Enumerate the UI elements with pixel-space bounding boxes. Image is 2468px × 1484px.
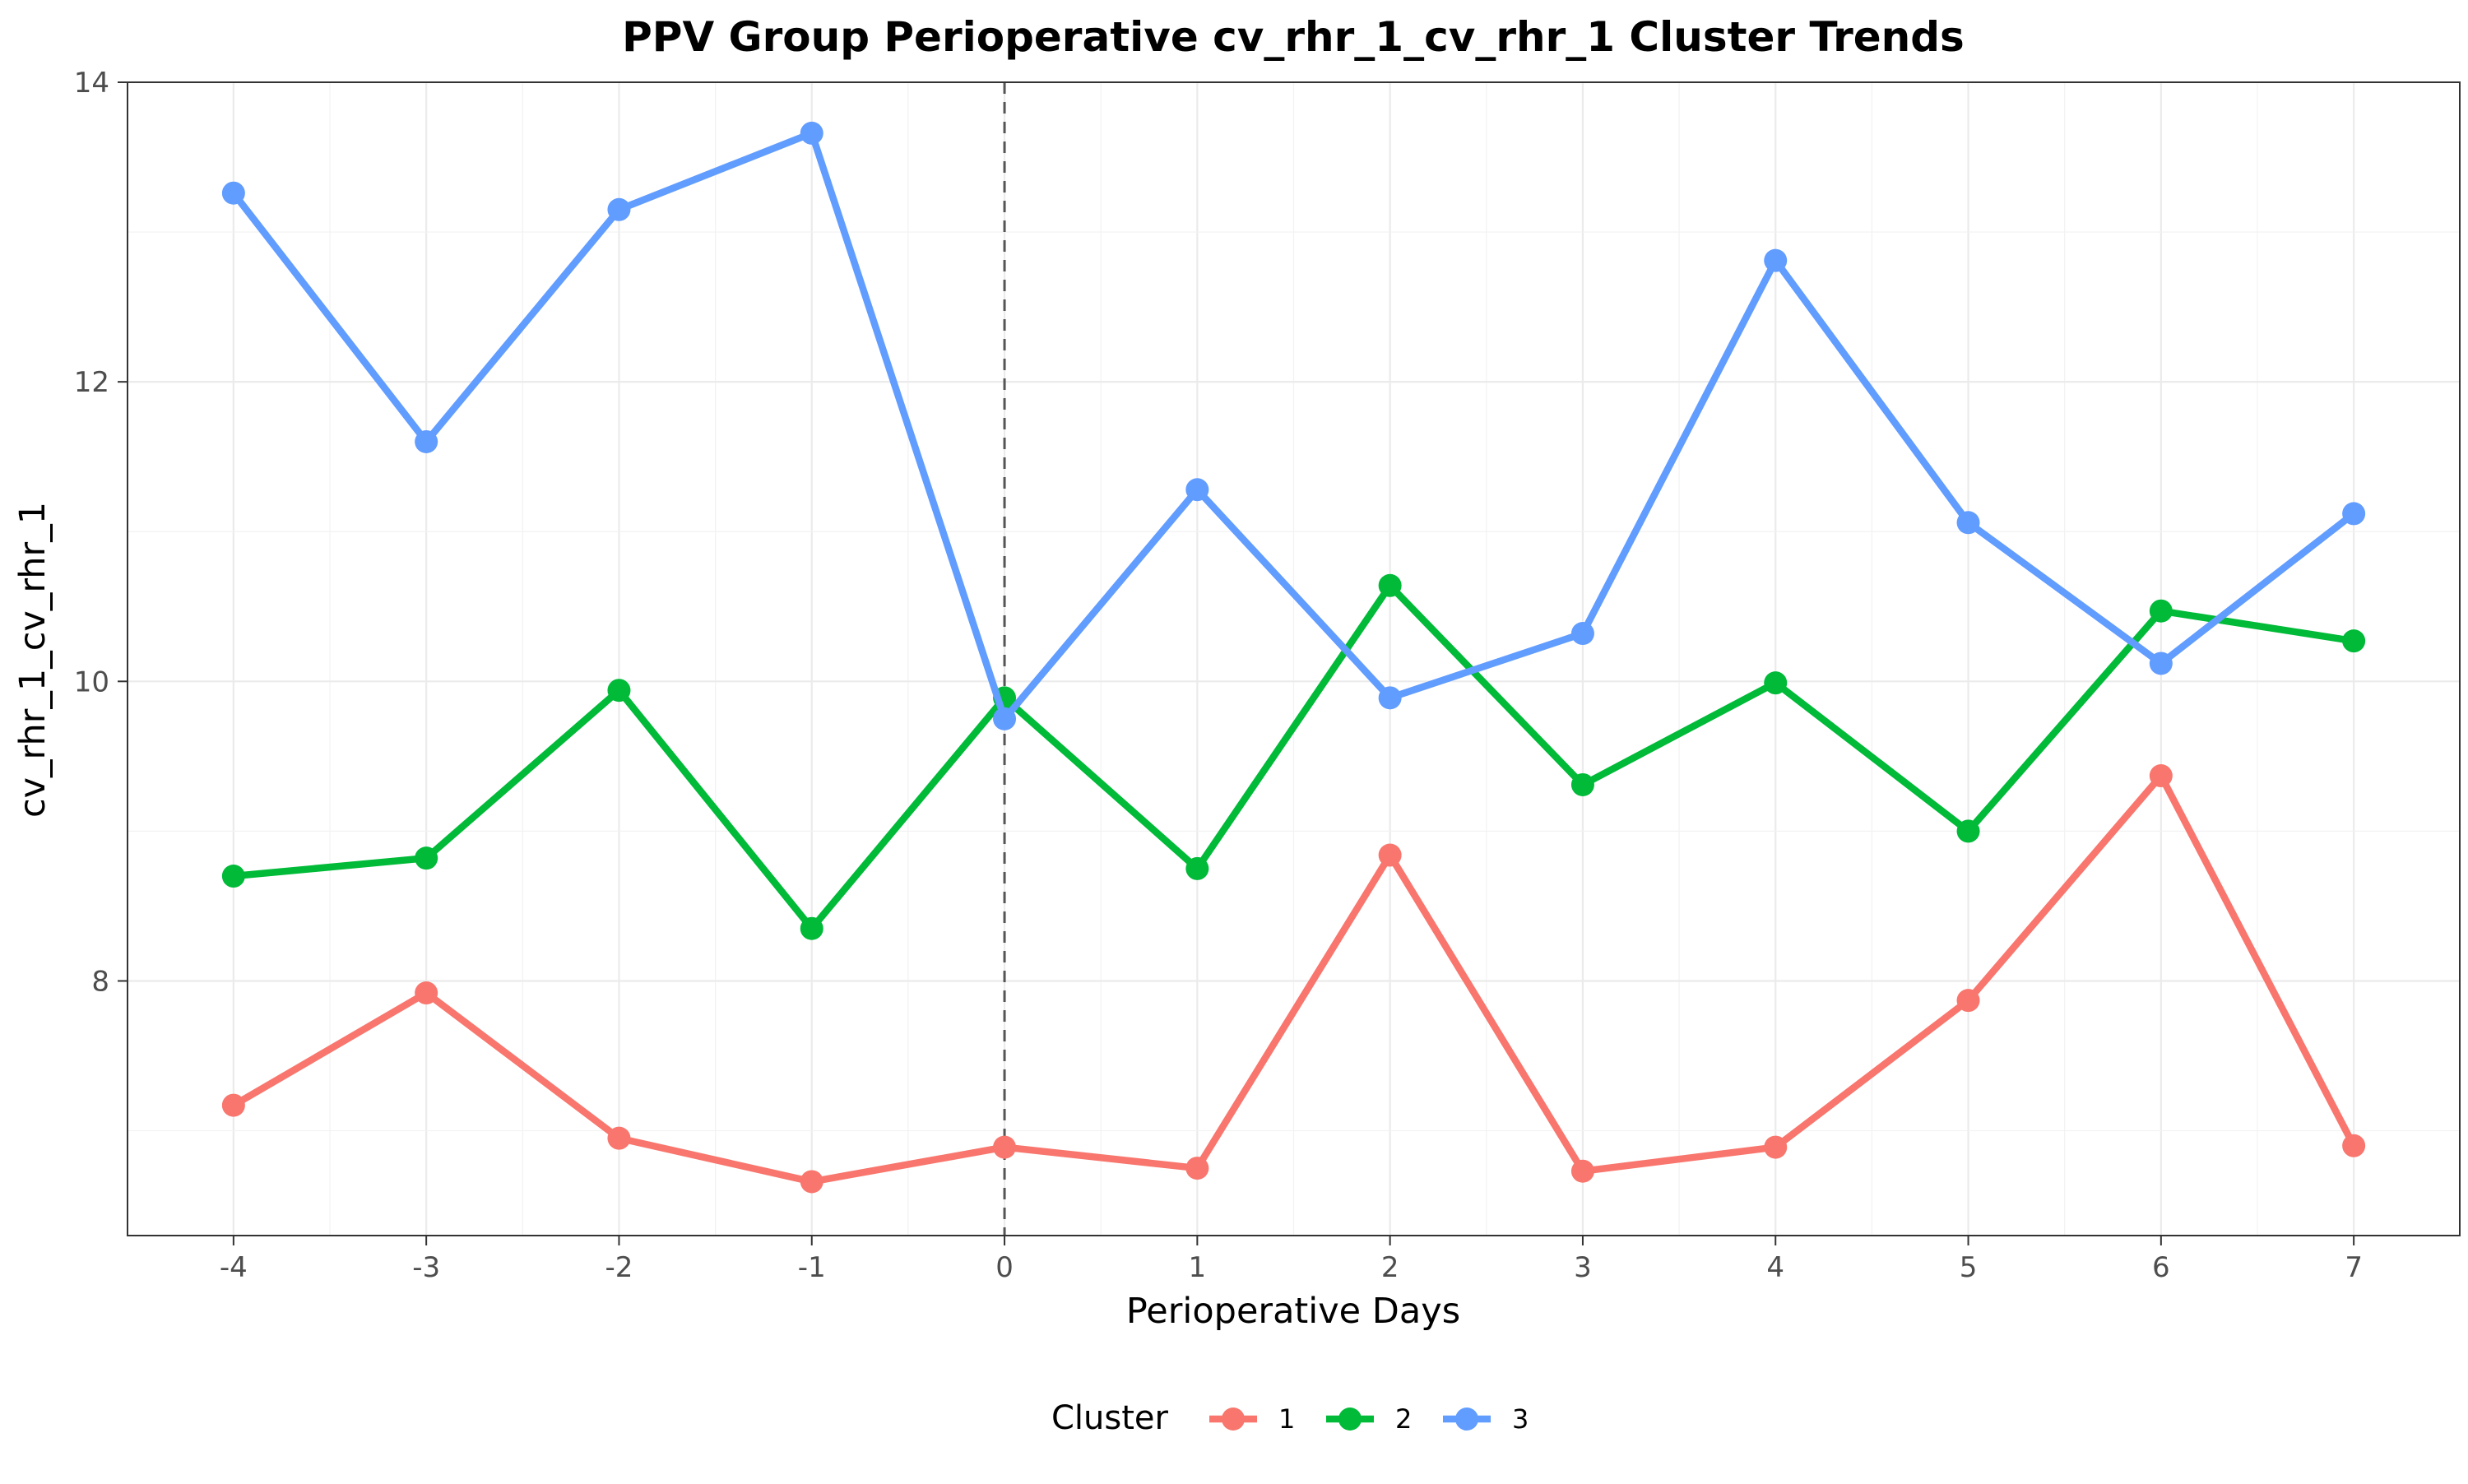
legend-key-point	[1222, 1407, 1245, 1431]
data-point	[415, 429, 438, 453]
legend-item-1: 1	[1209, 1403, 1295, 1435]
data-point	[221, 1093, 245, 1117]
x-tick-label: -1	[798, 1251, 826, 1284]
x-tick-label: 0	[995, 1251, 1014, 1284]
x-tick-label: 7	[2345, 1251, 2363, 1284]
legend: Cluster 1 2 3	[1051, 1399, 1529, 1437]
y-tick-label: 10	[74, 665, 109, 698]
data-point	[993, 1135, 1017, 1159]
data-point	[1956, 511, 1980, 535]
data-point	[1570, 1159, 1594, 1183]
data-point	[2149, 599, 2173, 623]
x-tick-label: 5	[1960, 1251, 1978, 1284]
x-tick-label: -4	[220, 1251, 248, 1284]
series-layer	[221, 121, 2366, 1194]
series-line-2	[230, 582, 2358, 932]
data-point	[1570, 622, 1594, 646]
y-axis-title: cv_rhr_1_cv_rhr_1	[12, 502, 53, 818]
x-tick-label: 1	[1189, 1251, 1207, 1284]
grid-layer	[128, 81, 2460, 1236]
x-axis-title: Perioperative Days	[1126, 1291, 1460, 1332]
y-tick-label: 8	[91, 965, 109, 998]
data-point	[800, 1170, 823, 1194]
series-3	[221, 121, 2366, 730]
x-tick-label: -3	[412, 1251, 440, 1284]
data-point	[1956, 989, 1980, 1013]
y-tick-label: 14	[74, 67, 109, 100]
data-point	[1185, 1157, 1209, 1180]
data-point	[415, 846, 438, 870]
data-point	[1764, 671, 1788, 695]
y-tick-label: 12	[74, 366, 109, 399]
data-point	[1378, 686, 1402, 710]
plot-panel-border	[127, 81, 2461, 1236]
data-point	[221, 865, 245, 888]
data-point	[2149, 652, 2173, 675]
legend-label: 1	[1278, 1403, 1295, 1435]
x-tick-label: 2	[1381, 1251, 1399, 1284]
data-point	[607, 197, 631, 221]
series-line-1	[230, 772, 2358, 1185]
x-tick-label: 3	[1574, 1251, 1592, 1284]
data-point	[415, 981, 438, 1005]
data-point	[1185, 856, 1209, 880]
legend-item-3: 3	[1443, 1403, 1529, 1435]
data-point	[2149, 764, 2173, 788]
data-point	[1570, 772, 1594, 796]
legend-label: 2	[1395, 1403, 1412, 1435]
series-1	[221, 764, 2366, 1194]
data-point	[800, 121, 823, 145]
chart-title: PPV Group Perioperative cv_rhr_1_cv_rhr_…	[622, 13, 1965, 61]
data-point	[800, 916, 823, 940]
x-tick-label: -2	[605, 1251, 633, 1284]
data-point	[1185, 478, 1209, 502]
data-point	[607, 1126, 631, 1150]
data-point	[1764, 248, 1788, 272]
data-point	[993, 707, 1017, 730]
data-point	[607, 679, 631, 703]
x-tick-label: 6	[2152, 1251, 2170, 1284]
legend-key-point	[1455, 1407, 1478, 1431]
legend-key-point	[1338, 1407, 1362, 1431]
data-point	[1764, 1135, 1788, 1159]
legend-label: 3	[1512, 1403, 1529, 1435]
series-line-3	[230, 129, 2358, 723]
data-point	[2342, 1134, 2366, 1157]
legend-item-2: 2	[1326, 1403, 1412, 1435]
x-tick-label: 4	[1766, 1251, 1784, 1284]
data-point	[1378, 843, 1402, 867]
data-point	[1378, 573, 1402, 597]
legend-title: Cluster	[1051, 1399, 1169, 1437]
data-point	[2342, 502, 2366, 526]
data-point	[221, 181, 245, 205]
data-point	[2342, 629, 2366, 653]
data-point	[1956, 819, 1980, 843]
